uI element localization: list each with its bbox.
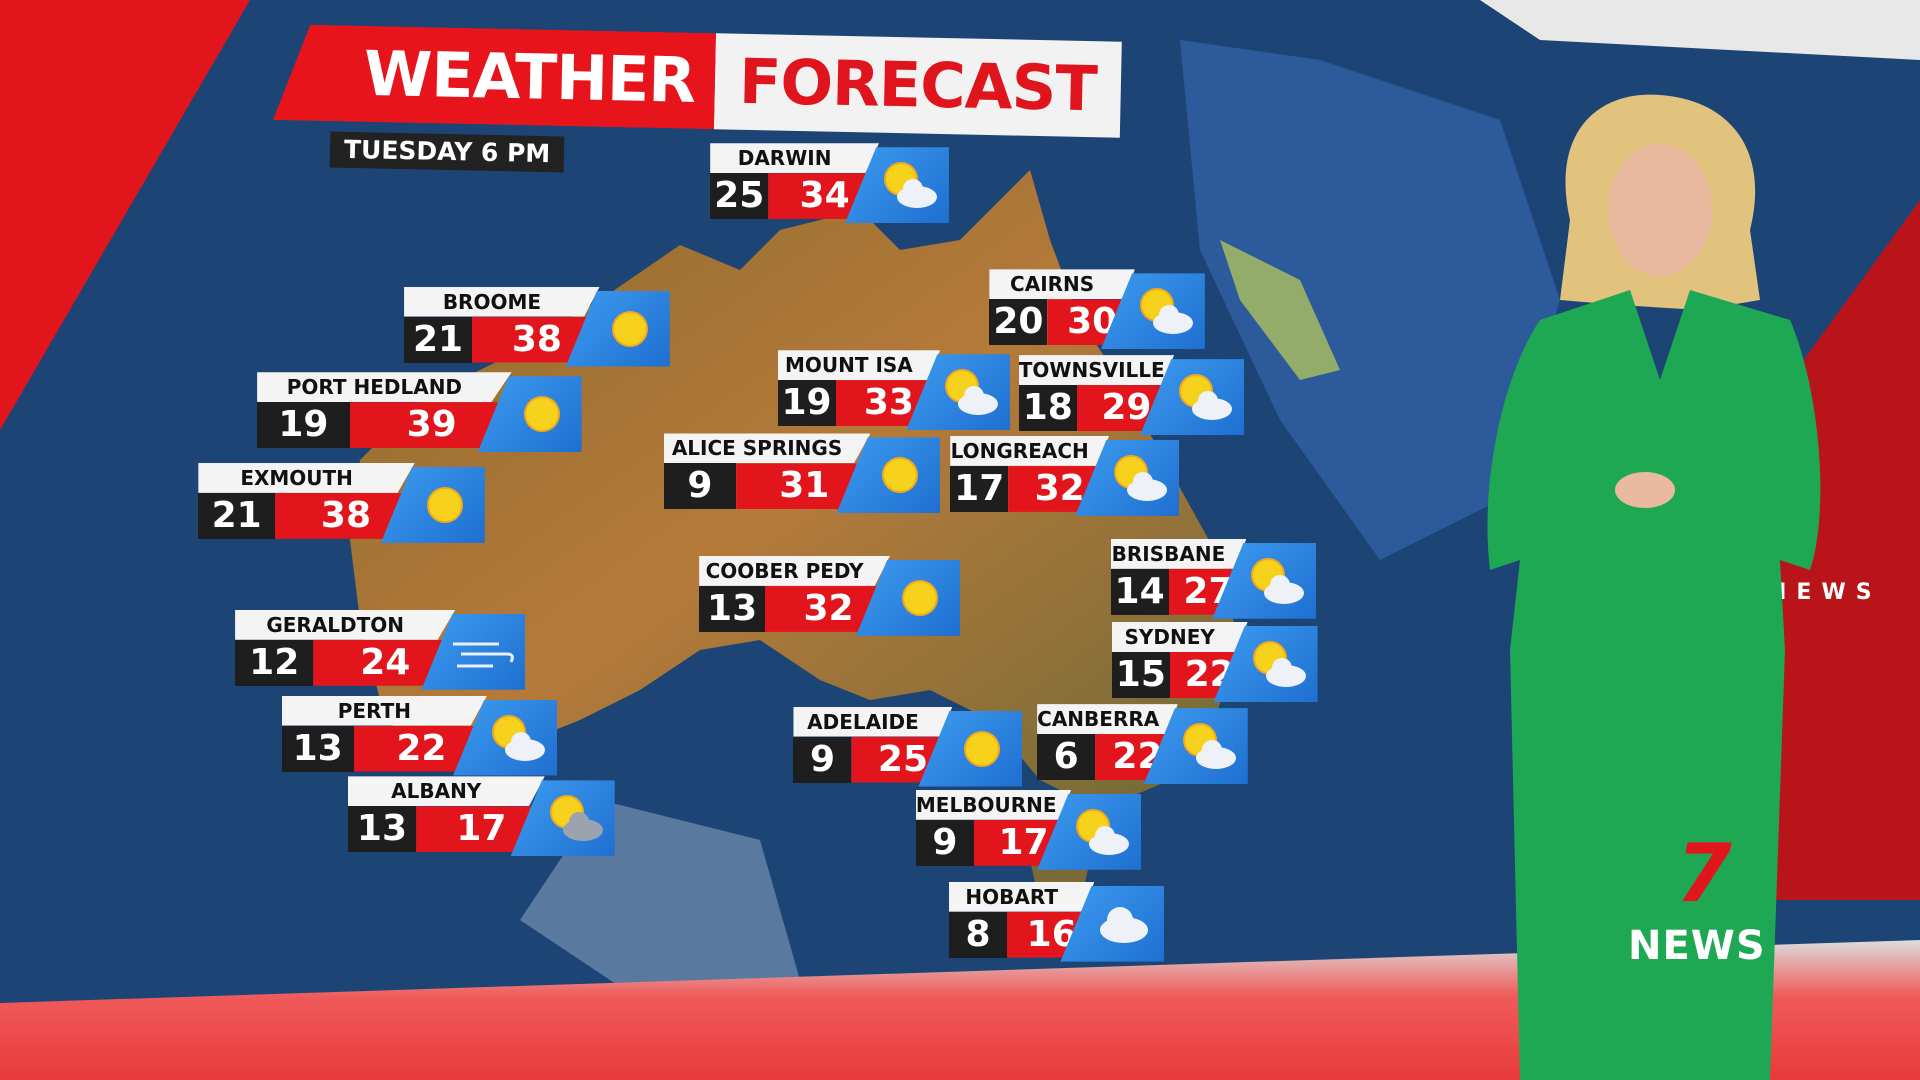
city-card-melbourne: MELBOURNE 9 17 (915, 789, 1142, 870)
city-card-sydney: SYDNEY 15 22 (1111, 622, 1318, 703)
min-temp: 19 (777, 380, 836, 427)
city-card-townsville: TOWNSVILLE 18 29 (1018, 355, 1245, 436)
city-name: EXMOUTH (198, 462, 415, 493)
logo-seven: 7 (1676, 827, 1732, 920)
city-name: GERALDTON (235, 609, 456, 640)
city-card-canberra: CANBERRA 6 22 (1037, 704, 1248, 785)
city-card-alice-springs: ALICE SPRINGS 9 31 (663, 433, 941, 514)
red-wall-panel-left (0, 0, 250, 430)
min-temp: 21 (198, 492, 276, 539)
city-card-hobart: HOBART 8 16 (948, 881, 1165, 962)
min-temp: 13 (347, 806, 417, 853)
city-name: PORT HEDLAND (257, 372, 512, 403)
title-forecast: FORECAST (714, 33, 1122, 138)
city-card-longreach: LONGREACH 17 32 (950, 435, 1180, 516)
city-name: SYDNEY (1111, 622, 1248, 653)
min-temp: 21 (404, 316, 472, 363)
min-temp: 18 (1018, 385, 1077, 432)
city-name: HOBART (948, 881, 1095, 912)
city-card-albany: ALBANY 13 17 (347, 776, 615, 857)
city-name: ADELAIDE (793, 706, 953, 737)
min-temp: 6 (1037, 734, 1096, 781)
wall-news-text: NEWS (1768, 580, 1882, 605)
sun-cloud-icon (1213, 626, 1318, 703)
city-name: MOUNT ISA (777, 350, 941, 381)
city-name: LONGREACH (950, 435, 1110, 466)
weather-forecast-title: WEATHER FORECAST (273, 24, 1122, 138)
min-temp: 12 (235, 639, 314, 686)
city-card-darwin: DARWIN 25 34 (710, 143, 949, 224)
city-card-coober-pedy: COOBER PEDY 13 32 (699, 555, 960, 636)
city-name: PERTH (281, 695, 488, 726)
city-card-broome: BROOME 21 38 (404, 286, 670, 367)
min-temp: 19 (257, 402, 350, 449)
min-temp: 14 (1110, 568, 1169, 615)
max-temp: 22 (353, 725, 490, 772)
min-temp: 20 (989, 299, 1048, 346)
min-temp: 15 (1111, 652, 1170, 699)
min-temp: 9 (663, 463, 737, 510)
city-name: ALBANY (347, 776, 545, 807)
city-name: DARWIN (710, 143, 879, 174)
sun-icon (918, 710, 1023, 787)
city-card-geraldton: GERALDTON 12 24 (235, 609, 526, 690)
min-temp: 13 (281, 725, 354, 772)
city-name: CAIRNS (989, 269, 1135, 300)
city-card-cairns: CAIRNS 20 30 (989, 269, 1205, 350)
min-temp: 13 (699, 585, 766, 632)
city-card-perth: PERTH 13 22 (281, 695, 558, 776)
city-name: TOWNSVILLE (1018, 355, 1175, 386)
city-name: COOBER PEDY (699, 555, 890, 586)
city-name: CANBERRA (1037, 704, 1178, 735)
city-card-exmouth: EXMOUTH 21 38 (198, 462, 485, 543)
logo-news: NEWS (1628, 923, 1766, 969)
rain-radar-cloud (1180, 40, 1560, 560)
min-temp: 17 (950, 465, 1009, 512)
city-card-port-hedland: PORT HEDLAND 19 39 (257, 372, 582, 453)
city-name: BROOME (404, 286, 600, 317)
presenter (1487, 94, 1821, 1080)
city-card-adelaide: ADELAIDE 9 25 (793, 706, 1023, 787)
min-temp: 9 (793, 736, 852, 783)
min-temp: 8 (948, 911, 1007, 958)
min-temp: 25 (710, 173, 769, 220)
forecast-time: TUESDAY 6 PM (329, 131, 565, 173)
city-name: BRISBANE (1110, 538, 1247, 569)
rain-radar-heavy (1220, 240, 1340, 380)
city-card-brisbane: BRISBANE 14 27 (1110, 538, 1317, 619)
city-card-mount-isa: MOUNT ISA 19 33 (777, 350, 1011, 431)
min-temp: 9 (915, 819, 974, 866)
title-weather: WEATHER (273, 24, 716, 129)
city-name: ALICE SPRINGS (663, 433, 871, 464)
sun-cloud-icon (1212, 542, 1317, 619)
city-name: MELBOURNE (915, 789, 1072, 820)
